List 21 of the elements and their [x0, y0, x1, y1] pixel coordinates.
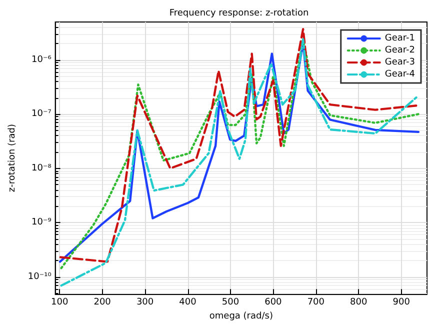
y-tick-label: 10⁻⁹: [32, 218, 52, 228]
x-tick-label: 700: [307, 298, 325, 308]
x-tick-label: 300: [136, 298, 154, 308]
x-tick-label: 100: [50, 298, 68, 308]
chart-title: Frequency response: z-rotation: [169, 8, 309, 18]
y-tick-label: 10⁻¹⁰: [28, 272, 52, 282]
legend-label: Gear-2: [384, 46, 415, 56]
x-tick-label: 500: [222, 298, 240, 308]
legend-label: Gear-1: [384, 34, 415, 44]
x-tick-label: 900: [392, 298, 410, 308]
x-tick-label: 800: [350, 298, 368, 308]
y-tick-label: 10⁻⁶: [32, 54, 52, 65]
y-axis-title: z-rotation (rad): [8, 124, 18, 192]
x-tick-label: 600: [264, 298, 282, 308]
x-tick-label: 200: [94, 298, 112, 308]
y-tick-label: 10⁻⁷: [32, 109, 52, 120]
legend-label: Gear-4: [384, 70, 416, 80]
legend-label: Gear-3: [384, 58, 415, 68]
x-tick-label: 400: [179, 298, 197, 308]
y-tick-label: 10⁻⁸: [32, 163, 52, 174]
x-axis-title: omega (rad/s): [209, 312, 273, 322]
